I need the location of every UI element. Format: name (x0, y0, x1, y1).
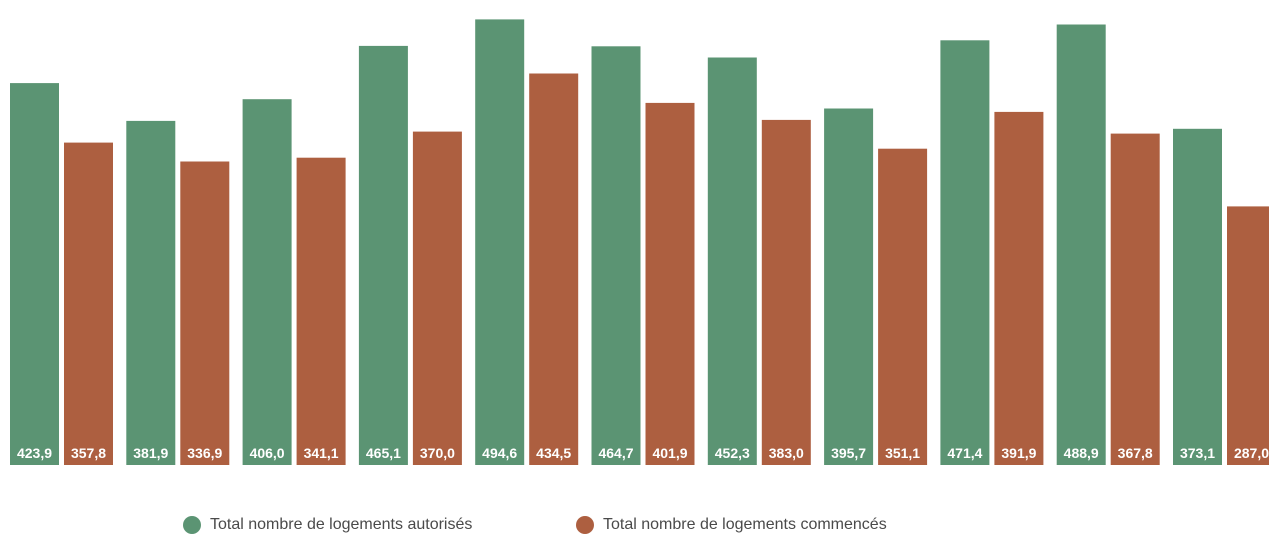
bar-commences-2018[interactable] (645, 102, 695, 466)
data-label-autorises-2022: 488,9 (1064, 445, 1099, 461)
data-label-autorises-2023: 373,1 (1180, 445, 1215, 461)
data-label-commences-2014: 336,9 (187, 445, 222, 461)
data-label-autorises-2021: 471,4 (947, 445, 982, 461)
bar-commences-2016[interactable] (412, 131, 462, 465)
bar-commences-2015[interactable] (296, 157, 346, 465)
bar-autorises-2015[interactable] (242, 99, 292, 465)
data-label-autorises-2019: 452,3 (715, 445, 750, 461)
bar-commences-2020[interactable] (878, 148, 928, 465)
legend-label-autorises: Total nombre de logements autorisés (210, 516, 473, 533)
bar-commences-2014[interactable] (180, 161, 230, 466)
legend-swatch-commences (576, 516, 594, 534)
data-label-commences-2018: 401,9 (652, 445, 687, 461)
data-label-commences-2019: 383,0 (769, 445, 804, 461)
data-label-commences-2021: 391,9 (1001, 445, 1036, 461)
data-label-commences-2022: 367,8 (1118, 445, 1153, 461)
bar-autorises-2021[interactable] (940, 40, 990, 466)
bar-autorises-2020[interactable] (824, 108, 874, 466)
data-label-commences-2017: 434,5 (536, 445, 571, 461)
data-label-autorises-2015: 406,0 (250, 445, 285, 461)
bar-commences-2021[interactable] (994, 111, 1044, 466)
bar-autorises-2023[interactable] (1173, 128, 1222, 466)
data-label-commences-2016: 370,0 (420, 445, 455, 461)
data-label-autorises-2013: 423,9 (17, 445, 52, 461)
bar-commences-2019[interactable] (761, 119, 811, 466)
data-label-autorises-2018: 464,7 (598, 445, 633, 461)
legend-item-autorises[interactable]: Total nombre de logements autorisés (183, 516, 472, 534)
bar-commences-2023[interactable] (1227, 206, 1269, 465)
bar-autorises-2017[interactable] (475, 19, 525, 466)
bar-autorises-2022[interactable] (1056, 24, 1106, 466)
bar-autorises-2014[interactable] (126, 120, 176, 466)
data-label-commences-2015: 341,1 (304, 445, 339, 461)
chart-legend: Total nombre de logements autorisés Tota… (0, 516, 1269, 540)
data-label-autorises-2016: 465,1 (366, 445, 401, 461)
bar-commences-2022[interactable] (1110, 133, 1160, 465)
data-label-autorises-2017: 494,6 (482, 445, 517, 461)
bar-autorises-2013[interactable] (10, 83, 59, 465)
bar-chart: 423,9357,82013381,9336,92014406,0341,120… (10, 19, 1269, 466)
legend-item-commences[interactable]: Total nombre de logements commencés (576, 516, 887, 534)
data-label-commences-2013: 357,8 (71, 445, 106, 461)
data-label-commences-2020: 351,1 (885, 445, 920, 461)
data-label-autorises-2020: 395,7 (831, 445, 866, 461)
bar-autorises-2019[interactable] (707, 57, 757, 466)
legend-swatch-autorises (183, 516, 201, 534)
bar-autorises-2018[interactable] (591, 46, 641, 466)
bar-commences-2013[interactable] (64, 142, 113, 465)
data-label-commences-2023: 287,0 (1234, 445, 1269, 461)
bar-autorises-2016[interactable] (358, 45, 408, 466)
data-label-autorises-2014: 381,9 (133, 445, 168, 461)
legend-label-commences: Total nombre de logements commencés (603, 516, 887, 533)
bar-commences-2017[interactable] (529, 73, 579, 466)
